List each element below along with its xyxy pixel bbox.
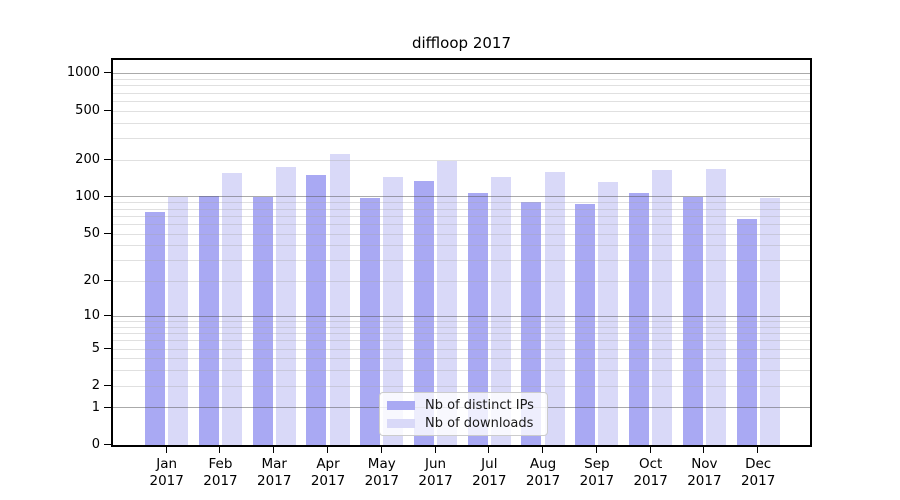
y-tick-label: 0	[91, 437, 100, 452]
gridline	[113, 79, 810, 81]
bar-downloads	[759, 198, 780, 445]
x-tick-label: Dec 2017	[740, 456, 776, 489]
x-tick-label: Jun 2017	[418, 456, 453, 489]
y-tick	[104, 158, 111, 160]
gridline	[113, 138, 810, 140]
x-tick	[542, 447, 544, 453]
y-tick	[104, 280, 111, 282]
plot-area	[111, 58, 812, 447]
x-tick-label: Jan 2017	[149, 456, 184, 489]
legend: Nb of distinct IPs Nb of downloads	[379, 392, 548, 436]
x-tick-label: Aug 2017	[525, 456, 561, 489]
gridline	[113, 85, 810, 87]
y-tick-label: 2	[91, 377, 100, 393]
x-tick-label: Oct 2017	[633, 456, 668, 489]
x-tick-label: Feb 2017	[203, 456, 238, 489]
gridline	[113, 72, 810, 74]
x-tick-label: Nov 2017	[687, 456, 722, 489]
x-tick	[757, 447, 759, 453]
bar-distinct-ips	[629, 192, 650, 445]
y-tick	[104, 444, 111, 445]
x-tick-label: Sep 2017	[579, 456, 615, 489]
legend-swatch-downloads-icon	[387, 418, 415, 428]
x-tick	[595, 447, 597, 453]
bar-downloads	[168, 196, 189, 445]
bar-downloads	[222, 173, 243, 445]
y-tick-label: 500	[75, 102, 100, 118]
legend-label-downloads: Nb of downloads	[425, 415, 534, 431]
bar-downloads	[652, 170, 673, 445]
gridline	[113, 122, 810, 124]
bar-distinct-ips	[521, 202, 542, 445]
x-tick	[273, 447, 275, 453]
x-tick-label: Jul 2017	[472, 456, 507, 489]
x-tick	[219, 447, 221, 453]
gridline	[113, 159, 810, 161]
bar-distinct-ips	[467, 192, 488, 445]
bar-downloads	[544, 172, 565, 445]
bar-distinct-ips	[198, 196, 219, 445]
bar-downloads	[490, 177, 511, 445]
bar-distinct-ips	[145, 212, 166, 445]
y-tick	[104, 406, 111, 408]
bar-downloads	[706, 168, 726, 445]
legend-item-downloads: Nb of downloads	[380, 416, 547, 431]
x-tick-label: May 2017	[364, 456, 399, 489]
y-tick-label: 10	[83, 308, 100, 324]
bar-downloads	[437, 161, 458, 445]
y-tick-label: 1000	[66, 65, 100, 81]
bar-distinct-ips	[413, 180, 434, 445]
bar-distinct-ips	[575, 203, 596, 445]
legend-label-distinct-ips: Nb of distinct IPs	[425, 397, 534, 413]
x-tick	[434, 447, 436, 453]
y-tick	[104, 109, 111, 111]
x-tick	[165, 447, 167, 453]
y-tick-label: 100	[75, 188, 100, 204]
bar-downloads	[383, 177, 404, 445]
bar-distinct-ips	[252, 196, 273, 445]
y-tick	[104, 72, 111, 74]
y-tick	[104, 384, 111, 386]
gridline	[113, 92, 810, 94]
bar-distinct-ips	[736, 218, 757, 445]
x-tick	[327, 447, 328, 453]
bar-downloads	[275, 166, 296, 445]
x-tick	[380, 447, 382, 453]
gridline	[113, 100, 810, 102]
x-tick-label: Apr 2017	[310, 456, 346, 489]
y-tick	[104, 195, 111, 197]
y-tick-label: 200	[75, 151, 100, 167]
legend-item-distinct-ips: Nb of distinct IPs	[380, 398, 547, 413]
gridline	[113, 110, 810, 112]
y-tick-label: 20	[83, 273, 100, 289]
x-tick-label: Mar 2017	[257, 456, 292, 489]
x-tick	[488, 447, 490, 453]
bar-distinct-ips	[306, 175, 327, 445]
legend-swatch-distinct-ips-icon	[387, 400, 415, 410]
x-tick	[703, 447, 705, 453]
y-tick-label: 50	[83, 225, 100, 241]
bar-distinct-ips	[682, 196, 703, 445]
chart-title: diffloop 2017	[411, 34, 511, 52]
y-tick-label: 1	[91, 399, 100, 415]
y-tick	[104, 232, 111, 234]
y-tick	[104, 315, 111, 317]
y-tick	[104, 347, 111, 349]
x-tick	[649, 447, 651, 453]
bar-downloads	[598, 181, 619, 445]
bar-downloads	[329, 153, 350, 445]
y-tick-label: 5	[91, 340, 100, 356]
bar-distinct-ips	[360, 198, 381, 445]
